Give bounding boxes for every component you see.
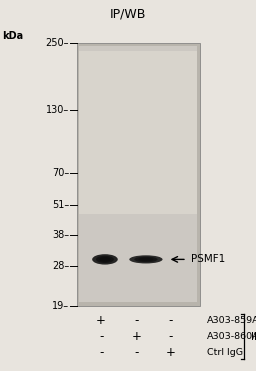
Text: IP/WB: IP/WB	[110, 7, 146, 20]
Text: A303-859A: A303-859A	[207, 316, 256, 325]
Text: 70–: 70–	[52, 168, 69, 178]
Text: kDa: kDa	[3, 31, 24, 41]
Text: -: -	[99, 346, 103, 359]
Text: +: +	[96, 314, 106, 328]
Text: Ctrl IgG: Ctrl IgG	[207, 348, 243, 357]
Text: +: +	[132, 330, 142, 343]
Text: -: -	[168, 314, 173, 328]
Text: 28–: 28–	[52, 262, 69, 272]
Ellipse shape	[134, 256, 157, 262]
Ellipse shape	[99, 257, 111, 262]
Text: 38–: 38–	[52, 230, 69, 240]
Ellipse shape	[96, 256, 114, 263]
Text: 130–: 130–	[46, 105, 69, 115]
Bar	[79, 46, 197, 302]
Ellipse shape	[129, 255, 163, 263]
Text: -: -	[135, 314, 139, 328]
Bar	[77, 43, 200, 306]
Ellipse shape	[92, 254, 118, 265]
Text: 51–: 51–	[52, 200, 69, 210]
Text: PSMF1: PSMF1	[191, 255, 225, 265]
Bar	[79, 50, 197, 214]
Ellipse shape	[138, 257, 153, 261]
Text: -: -	[135, 346, 139, 359]
Text: 250–: 250–	[46, 38, 69, 47]
Text: -: -	[168, 330, 173, 343]
Text: +: +	[165, 346, 175, 359]
Text: A303-860A: A303-860A	[207, 332, 256, 341]
Text: -: -	[99, 330, 103, 343]
Text: 19–: 19–	[52, 301, 69, 311]
Text: IP: IP	[251, 332, 256, 342]
